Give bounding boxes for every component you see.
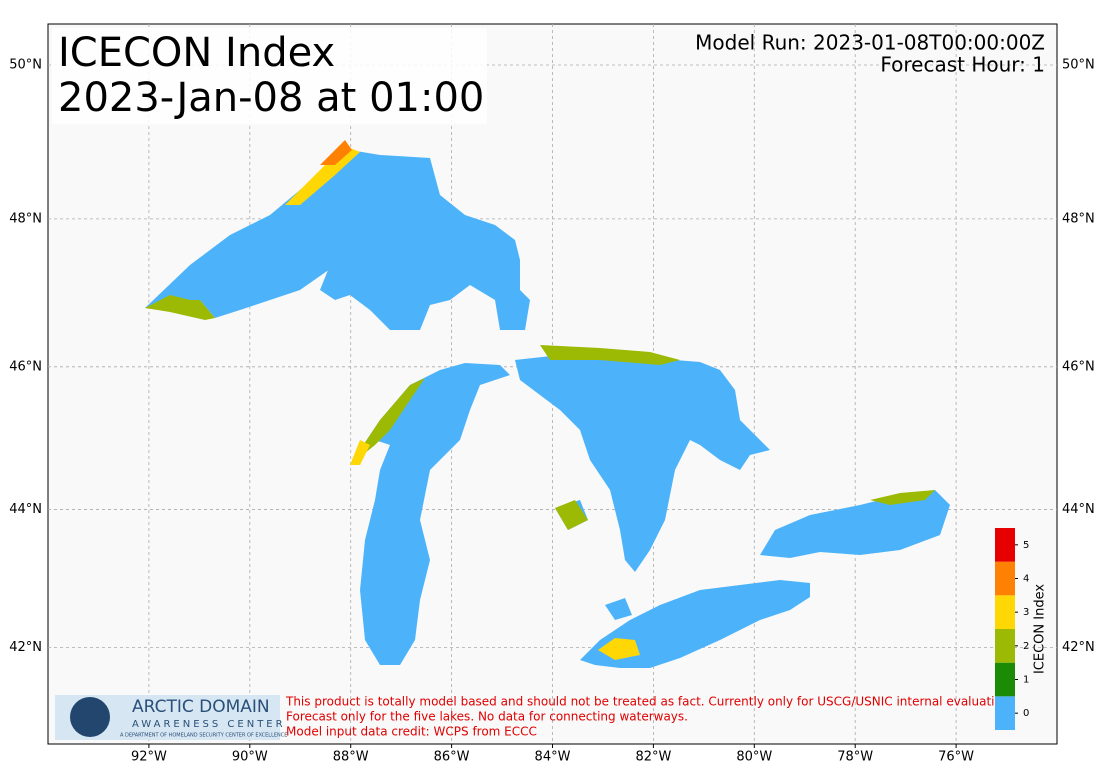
y-tick-label: 50°N — [1062, 58, 1095, 73]
colorbar-cell — [995, 595, 1015, 629]
y-tick-label: 48°N — [9, 211, 42, 226]
colorbar-cell — [995, 629, 1015, 663]
x-tick-label: 78°W — [837, 750, 873, 765]
lake-superior — [145, 150, 530, 330]
ice-edge — [350, 378, 425, 465]
x-tick-label: 92°W — [131, 750, 167, 765]
colorbar-label: ICECON Index — [1033, 584, 1048, 674]
disclaimer: Model input data credit: WCPS from ECCC — [286, 725, 537, 739]
ice-edge — [598, 638, 640, 660]
logo-name: ARCTIC DOMAIN — [132, 697, 270, 717]
ice-edge — [285, 148, 360, 205]
x-tick-label: 90°W — [232, 750, 268, 765]
y-tick-label: 44°N — [1062, 502, 1095, 517]
y-tick-label: 48°N — [1062, 211, 1095, 226]
forecast-hour: Forecast Hour: 1 — [880, 53, 1045, 77]
disclaimer: Forecast only for the five lakes. No dat… — [286, 710, 688, 724]
model-run: Model Run: 2023-01-08T00:00:00Z — [695, 31, 1045, 55]
colorbar-tick-label: 0 — [1023, 708, 1029, 719]
x-tick-label: 76°W — [938, 750, 974, 765]
y-tick-label: 46°N — [1062, 359, 1095, 374]
lake-huron — [515, 350, 770, 572]
colorbar-tick-label: 2 — [1023, 641, 1029, 652]
logo-sub: AWARENESS CENTER — [132, 719, 286, 730]
logo: ARCTIC DOMAIN AWARENESS CENTER A DEPARTM… — [55, 695, 287, 740]
colorbar-cell — [995, 662, 1015, 697]
lake-st-clair — [605, 598, 632, 620]
y-tick-label: 42°N — [9, 640, 42, 655]
y-tick-label: 44°N — [9, 502, 42, 517]
ice-edge — [145, 295, 215, 320]
x-tick-label: 80°W — [736, 750, 772, 765]
y-tick-label: 50°N — [9, 58, 42, 73]
x-tick-label: 84°W — [535, 750, 571, 765]
lake-ontario — [760, 490, 950, 558]
x-tick-label: 88°W — [333, 750, 369, 765]
ice-edge — [555, 500, 588, 530]
ice-edge — [320, 140, 352, 165]
colorbar-tick-label: 4 — [1023, 574, 1029, 585]
lake-erie — [580, 580, 810, 668]
x-tick-label: 86°W — [434, 750, 470, 765]
ticks: 92°W 90°W 88°W 86°W 84°W 82°W 80°W 78°W 76°W 42°N… — [9, 58, 1095, 765]
ice-edge — [870, 490, 935, 505]
logo-small: A DEPARTMENT OF HOMELAND SECURITY CENTER… — [120, 733, 287, 739]
colorbar-cell — [995, 696, 1015, 730]
y-tick-label: 46°N — [9, 359, 42, 374]
ice-edge — [350, 440, 370, 465]
colorbar-cell — [995, 561, 1015, 596]
x-tick-label: 82°W — [635, 750, 671, 765]
colorbar-cell — [995, 528, 1015, 562]
colorbar-tick-label: 1 — [1023, 675, 1029, 686]
colorbar: 0 1 2 3 4 5 — [995, 528, 1029, 730]
logo-globe — [70, 697, 110, 737]
lakes — [145, 140, 950, 668]
title-backdrop — [52, 28, 487, 124]
title: ICECON Index — [58, 30, 335, 76]
lake-michigan — [350, 363, 510, 665]
colorbar-tick-label: 5 — [1023, 540, 1029, 551]
disclaimer: This product is totally model based and … — [285, 695, 1013, 709]
ice-edge — [540, 345, 680, 365]
colorbar-tick-label: 3 — [1023, 607, 1029, 618]
y-tick-label: 42°N — [1062, 640, 1095, 655]
title: 2023-Jan-08 at 01:00 — [58, 75, 484, 121]
